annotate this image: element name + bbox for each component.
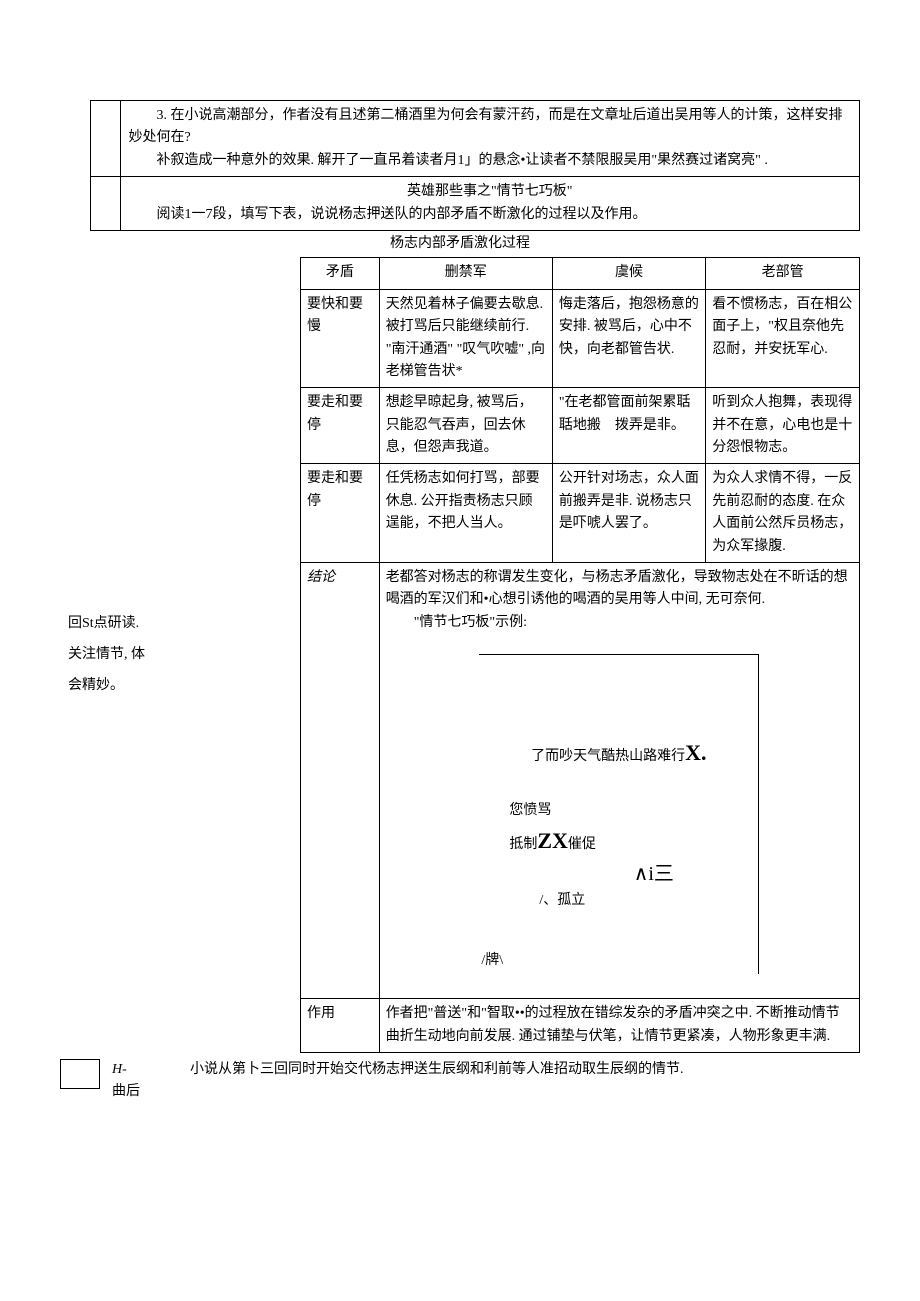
spacer-cell [60, 101, 90, 177]
effect-text: 作者把"普送"和"智取••的过程放在错综发杂的矛盾冲突之中. 不断推动情节曲折生… [379, 999, 859, 1053]
th-yuhou: 虞候 [552, 258, 705, 289]
diagram-line3a: 抵制 [509, 837, 537, 852]
section-title: 英雄那些事之"情节七巧板" [129, 181, 852, 203]
row2-c3: 听到众人抱舞，表现得并不在意，心电也是十分怨恨物志。 [706, 388, 860, 464]
diagram-line3: 抵制ZX催促 [509, 823, 758, 858]
diagram-line5: /、孤立 [539, 890, 758, 912]
answer-3: 补叙造成一种意外的效果. 解开了一直吊着读者月1」的悬念•让读者不禁限服吴用"果… [129, 150, 852, 172]
diagram-box: 了而吵天气酷热山路难行X. 您愤骂 抵制ZX催促 ∧i三 /、孤立 /牌\ [479, 654, 759, 974]
section-a-cell: 3. 在小说高潮部分，作者没有且述第二桶酒里为何会有蒙汗药，而是在文章址后道出吴… [120, 101, 860, 177]
row3-conflict: 要走和要停 [301, 464, 380, 563]
row1-c2: 悔走落后，抱怨杨意的安排. 被骂后，心中不快，向老都管告状. [552, 289, 705, 388]
bottom-qu: 曲后 [112, 1084, 140, 1099]
bottom-section: H- 曲后 小说从第卜三回同时开始交代杨志押送生辰纲和利前等人准招动取生辰纲的情… [60, 1059, 860, 1104]
diagram-line1: 了而吵天气酷热山路难行X. [479, 735, 758, 770]
side-label-text: 回St点研读. 关注情节, 体会精妙。 [68, 609, 152, 701]
th-laoduguan: 老部管 [706, 258, 860, 289]
diagram-line3b: 催促 [568, 837, 596, 852]
row1-conflict: 要快和要慢 [301, 289, 380, 388]
spacer-cell [60, 177, 90, 231]
conclusion-label: 结论 [301, 563, 380, 999]
row2-c1: 想趁早晾起身, 被骂后，只能忍气吞声，回去休息，但怨声我道。 [379, 388, 552, 464]
row2-conflict: 要走和要停 [301, 388, 380, 464]
section-b-cell: 英雄那些事之"情节七巧板" 阅读1一7段，填写下表，说说杨志押送队的内部矛盾不断… [120, 177, 860, 231]
diagram-mid: 您愤骂 抵制ZX催促 ∧i三 /、孤立 [509, 800, 758, 912]
side-label: 回St点研读. 关注情节, 体会精妙。 [60, 257, 160, 1053]
spacer-cell [90, 177, 120, 231]
main-table: 3. 在小说高潮部分，作者没有且述第二桶酒里为何会有蒙汗药，而是在文章址后道出吴… [60, 100, 860, 231]
row3-c3: 为众人求情不得，一反先前忍耐的态度. 在众人面前公然斥员杨志，为众军掾腹. [706, 464, 860, 563]
inner-table-title: 杨志内部矛盾激化过程 [60, 231, 860, 257]
row2-c2: "在老都管面前架累聒聒地搬 拨弄是非。 [552, 388, 705, 464]
bottom-box [60, 1059, 100, 1089]
diagram-bottom: /牌\ [481, 950, 503, 972]
row1-c1: 天然见着林子偏要去歇息. 被打骂后只能继续前行. "南汗通酒" "叹气吹嘘" ,… [379, 289, 552, 388]
row3-c1: 任凭杨志如何打骂，部要休息. 公开指责杨志只顾逞能，不把人当人。 [379, 464, 552, 563]
diagram-line2: 您愤骂 [509, 800, 758, 822]
diagram-bigx: X. [685, 740, 706, 765]
diagram-line1-text: 了而吵天气酷热山路难行 [531, 749, 685, 764]
spacer-cell [90, 101, 120, 177]
row3-c2: 公开针对场志，众人面前搬弄是非. 说杨志只是吓唬人罢了。 [552, 464, 705, 563]
diagram-line4: ∧i三 [549, 858, 758, 890]
conclusion-example: "情节七巧板"示例: [386, 612, 853, 634]
th-army: 删禁军 [379, 258, 552, 289]
section-subtitle: 阅读1一7段，填写下表，说说杨志押送队的内部矛盾不断激化的过程以及作用。 [129, 204, 852, 226]
conclusion-cell: 老都答对杨志的称谓发生变化，与杨志矛盾激化，导致物志处在不昕话的想喝酒的军汉们和… [379, 563, 859, 999]
bottom-text-content: 小说从第卜三回同时开始交代杨志押送生辰纲和利前等人准招动取生辰纲的情节. [190, 1062, 684, 1077]
question-3: 3. 在小说高潮部分，作者没有且述第二桶酒里为何会有蒙汗药，而是在文章址后道出吴… [129, 105, 852, 150]
th-conflict: 矛盾 [301, 258, 380, 289]
bottom-h: H- [112, 1062, 127, 1077]
conclusion-text: 老都答对杨志的称谓发生变化，与杨志矛盾激化，导致物志处在不昕话的想喝酒的军汉们和… [386, 567, 853, 612]
effect-label: 作用 [301, 999, 380, 1053]
conflict-table: 矛盾 删禁军 虞候 老部管 要快和要慢 天然见着林子偏要去歇息. 被打骂后只能继… [300, 257, 860, 1053]
row1-c3: 看不惯杨志，百在相公面子上，"权且奈他先忍耐，并安抚军心. [706, 289, 860, 388]
diagram-zx: ZX [537, 828, 568, 853]
bottom-text: 小说从第卜三回同时开始交代杨志押送生辰纲和利前等人准招动取生辰纲的情节. [162, 1059, 860, 1081]
bottom-mid: H- 曲后 [112, 1059, 162, 1104]
